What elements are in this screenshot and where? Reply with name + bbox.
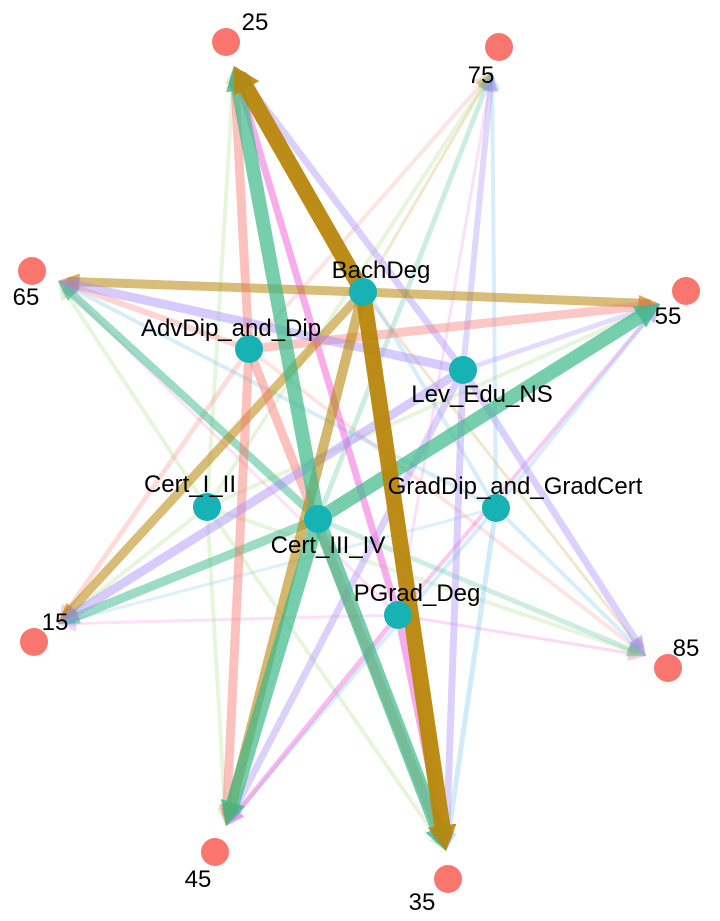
arrowhead-Lev_Edu_NS-to-75	[482, 72, 499, 93]
edge-AdvDip_and_Dip-to-75	[247, 78, 487, 351]
arrowhead-Lev_Edu_NS-to-65	[58, 277, 81, 294]
edge-Cert_I_II-to-25	[205, 75, 236, 509]
edge-Cert_I_II-to-65	[62, 288, 209, 509]
edge-Cert_III_IV-to-65	[63, 285, 322, 523]
age-node-65[interactable]	[18, 257, 46, 285]
edge-BachDeg-to-75	[361, 79, 489, 294]
node-label-25: 25	[242, 9, 269, 36]
node-label-65: 65	[13, 284, 40, 311]
arrowhead-Cert_III_IV-to-85	[625, 641, 646, 657]
education-node-Cert_III_IV[interactable]	[304, 505, 332, 533]
edge-Lev_Edu_NS-to-55	[460, 305, 652, 373]
arrowhead-PGrad_Deg-to-75	[481, 72, 497, 91]
edge-Lev_Edu_NS-to-25	[237, 72, 467, 374]
arrowhead-BachDeg-to-35	[427, 823, 457, 851]
edge-AdvDip_and_Dip-to-65	[66, 281, 252, 352]
edge-GradDip_and_GradCert-to-65	[65, 284, 498, 510]
edge-GradDip_and_GradCert-to-15	[66, 506, 498, 623]
edge-BachDeg-to-55	[358, 287, 652, 308]
age-node-45[interactable]	[201, 838, 229, 866]
edge-Cert_III_IV-to-85	[315, 516, 638, 655]
age-node-85[interactable]	[654, 654, 682, 682]
edge-Lev_Edu_NS-to-65	[66, 279, 468, 375]
node-label-Cert_I_II: Cert_I_II	[144, 471, 236, 498]
edge-GradDip_and_GradCert-to-55	[494, 310, 656, 510]
edge-Lev_Edu_NS-to-75	[460, 80, 494, 373]
node-label-PGrad_Deg: PGrad_Deg	[354, 580, 481, 607]
edge-Cert_III_IV-to-35	[311, 512, 448, 845]
edge-PGrad_Deg-to-85	[396, 613, 637, 656]
edge-AdvDip_and_Dip-to-45	[222, 344, 254, 818]
node-label-35: 35	[409, 889, 436, 916]
edge-Cert_I_II-to-55	[205, 306, 652, 509]
arrowhead-Lev_Edu_NS-to-15	[58, 605, 81, 624]
arrowhead-GradDip_and_GradCert-to-75	[484, 72, 501, 91]
edge-PGrad_Deg-to-75	[396, 81, 492, 617]
edge-BachDeg-to-65	[66, 276, 368, 297]
edge-BachDeg-to-35	[355, 284, 452, 844]
edge-layer	[62, 71, 656, 845]
node-label-Cert_III_IV: Cert_III_IV	[271, 532, 386, 559]
edge-GradDip_and_GradCert-to-35	[445, 505, 499, 843]
edge-BachDeg-to-85	[361, 290, 641, 650]
node-label-75: 75	[468, 62, 495, 89]
edge-Cert_III_IV-to-45	[223, 512, 325, 819]
arrowhead-BachDeg-to-75	[476, 72, 492, 92]
edge-Cert_I_II-to-15	[64, 505, 209, 620]
edge-GradDip_and_GradCert-to-45	[231, 506, 498, 820]
arrowhead-Cert_I_II-to-75	[475, 72, 492, 92]
edge-PGrad_Deg-to-55	[396, 310, 655, 617]
arrowhead-layer	[58, 66, 660, 851]
education-node-BachDeg[interactable]	[349, 278, 377, 306]
age-node-75[interactable]	[485, 33, 513, 61]
node-layer	[18, 28, 700, 893]
age-node-55[interactable]	[672, 277, 700, 305]
arrowhead-Cert_III_IV-to-45	[220, 799, 246, 826]
edge-BachDeg-to-15	[62, 287, 368, 620]
arrowhead-AdvDip_and_Dip-to-75	[473, 72, 492, 92]
arrowhead-Cert_III_IV-to-65	[58, 281, 79, 301]
edge-Cert_I_II-to-35	[205, 505, 442, 844]
arrowhead-Cert_III_IV-to-75	[477, 72, 493, 93]
node-label-15: 15	[42, 609, 69, 636]
education-node-GradDip_and_GradCert[interactable]	[482, 494, 510, 522]
node-label-BachDeg: BachDeg	[332, 257, 431, 284]
education-node-PGrad_Deg[interactable]	[384, 601, 412, 629]
edge-AdvDip_and_Dip-to-25	[230, 74, 254, 354]
age-node-15[interactable]	[20, 628, 48, 656]
node-label-45: 45	[185, 866, 212, 893]
node-label-AdvDip_and_Dip: AdvDip_and_Dip	[141, 315, 321, 342]
edge-Lev_Edu_NS-to-35	[442, 366, 467, 843]
arrowhead-PGrad_Deg-to-85	[627, 645, 646, 661]
node-label-85: 85	[673, 635, 700, 662]
edge-GradDip_and_GradCert-to-85	[494, 506, 641, 651]
edge-BachDeg-to-25	[233, 71, 371, 300]
education-node-Cert_I_II[interactable]	[193, 493, 221, 521]
edge-AdvDip_and_Dip-to-85	[247, 347, 640, 652]
arrowhead-Cert_III_IV-to-55	[632, 304, 660, 328]
age-node-35[interactable]	[434, 865, 462, 893]
arrowhead-BachDeg-to-25	[234, 66, 260, 96]
edge-Cert_III_IV-to-55	[311, 304, 655, 526]
label-layer: 25 75 65 55 15 85 45 35 BachDeg AdvDip_and_Dip Lev…	[13, 9, 700, 916]
node-label-Lev_Edu_NS: Lev_Edu_NS	[411, 381, 552, 408]
edge-PGrad_Deg-to-15	[67, 613, 400, 626]
arrowhead-Cert_I_II-to-85	[626, 642, 646, 658]
age-node-25[interactable]	[212, 28, 240, 56]
edge-Lev_Edu_NS-to-15	[64, 365, 468, 622]
arrowhead-Lev_Edu_NS-to-85	[628, 634, 646, 656]
education-node-Lev_Edu_NS[interactable]	[449, 356, 477, 384]
education-node-AdvDip_and_Dip[interactable]	[235, 335, 263, 363]
node-label-55: 55	[655, 303, 682, 330]
node-label-GradDip_and_GradCert: GradDip_and_GradCert	[388, 473, 643, 500]
edge-Cert_III_IV-to-15	[65, 514, 323, 624]
edge-Cert_III_IV-to-25	[229, 73, 325, 526]
edge-AdvDip_and_Dip-to-15	[62, 346, 252, 618]
edge-AdvDip_and_Dip-to-55	[244, 300, 652, 354]
